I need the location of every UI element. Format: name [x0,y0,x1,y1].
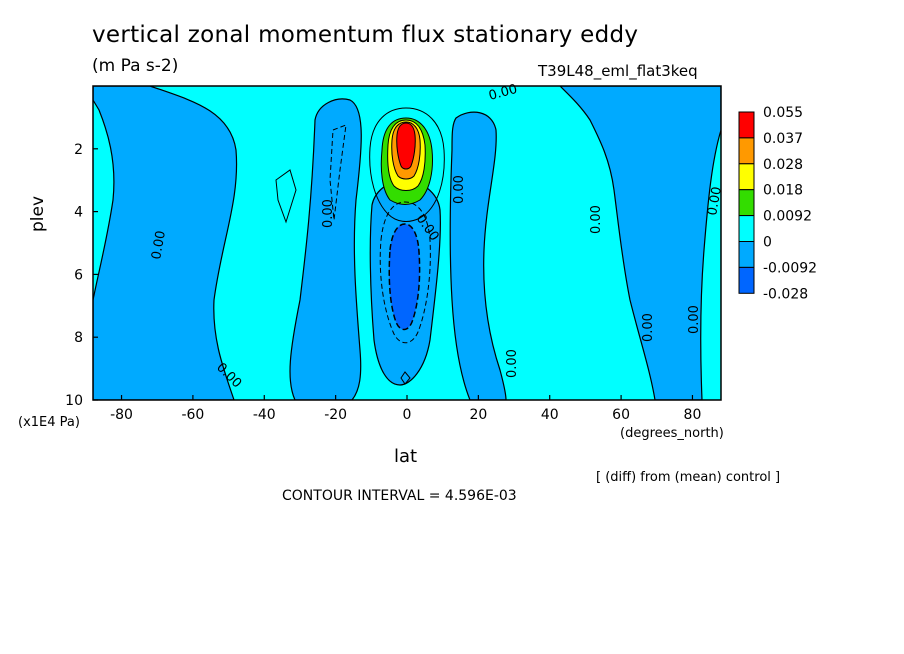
colorbar: 0.055 0.037 0.028 0.018 0.0092 0 -0.0092 -0.028 [738,105,817,302]
x-axis-label: lat [394,446,418,467]
chart-title: vertical zonal momentum flux stationary … [92,22,639,48]
contour-label: 0.00 [641,313,656,342]
outline-contour-2 [379,201,431,344]
y-tick-label: 10 [65,393,83,409]
pos-region-red [396,122,416,170]
neg-region-east [559,86,721,400]
colorbar-level-label: 0.028 [763,157,803,173]
colorbar-level-label: -0.0092 [763,260,817,276]
y-tick-label: 4 [74,205,83,221]
colorbar-swatch [738,241,755,268]
contour-label: 0.00 [687,305,702,334]
x-tick-label: -80 [110,407,133,423]
colorbar-level-label: 0 [763,235,772,251]
contour-label: 0.00 [487,82,519,104]
y-axis-label: plev [28,195,48,232]
x-tick-label: 20 [469,407,487,423]
experiment-label: T39L48_eml_flat3keq [538,62,698,80]
y-tick-label: 6 [74,267,83,283]
colorbar-level-label: 0.055 [763,105,803,121]
colorbar-swatch [738,163,755,191]
contour-label: 0.00 [321,199,336,228]
colorbar-swatch [738,215,755,243]
y-axis-units: (x1E4 Pa) [18,415,80,430]
y-tick-label: 8 [74,330,83,346]
contour-label: 0.00 [505,349,520,378]
colorbar-swatch [738,137,755,165]
x-tick-label: -40 [253,407,276,423]
contour-interval: CONTOUR INTERVAL = 4.596E-03 [282,488,517,504]
x-tick-label: 60 [612,407,630,423]
x-axis-units: (degrees_north) [620,426,724,441]
colorbar-swatch [738,189,755,217]
colorbar-level-label: 0.0092 [763,209,812,225]
x-tick-label: 40 [541,407,559,423]
colorbar-level-label: 0.037 [763,131,803,147]
colorbar-swatch [738,266,755,294]
outline-contour-1 [369,107,445,222]
x-tick-label: -20 [324,407,347,423]
contour-label: 0.00 [149,230,169,261]
contour-label: 0.00 [452,175,467,204]
chart-units: (m Pa s-2) [92,56,179,76]
neg-region-west [93,86,238,400]
x-tick-label: 80 [684,407,702,423]
x-tick-label: 0 [403,407,412,423]
contour-label: 0.00 [705,186,725,217]
comparison-note: [ (diff) from (mean) control ] [596,470,781,485]
outline-contour-4 [329,124,347,221]
y-tick-label: 2 [74,142,83,158]
colorbar-level-label: -0.028 [763,286,808,302]
colorbar-level-label: 0.018 [763,183,803,199]
neg-region-north-mid [449,111,507,400]
colorbar-swatch [738,111,755,139]
outline-contour-5 [400,371,411,385]
contour-label: 0.00 [589,205,604,234]
x-axis-ticks: -80 -60 -40 -20 0 20 40 60 80 [110,395,701,423]
y-axis-ticks: 2 4 6 8 10 [65,142,98,409]
neg-region-south-mid [289,98,362,400]
outline-contour-3 [275,169,297,224]
neg-minimum [388,223,421,331]
contour-field [93,86,721,400]
x-tick-label: -60 [181,407,204,423]
